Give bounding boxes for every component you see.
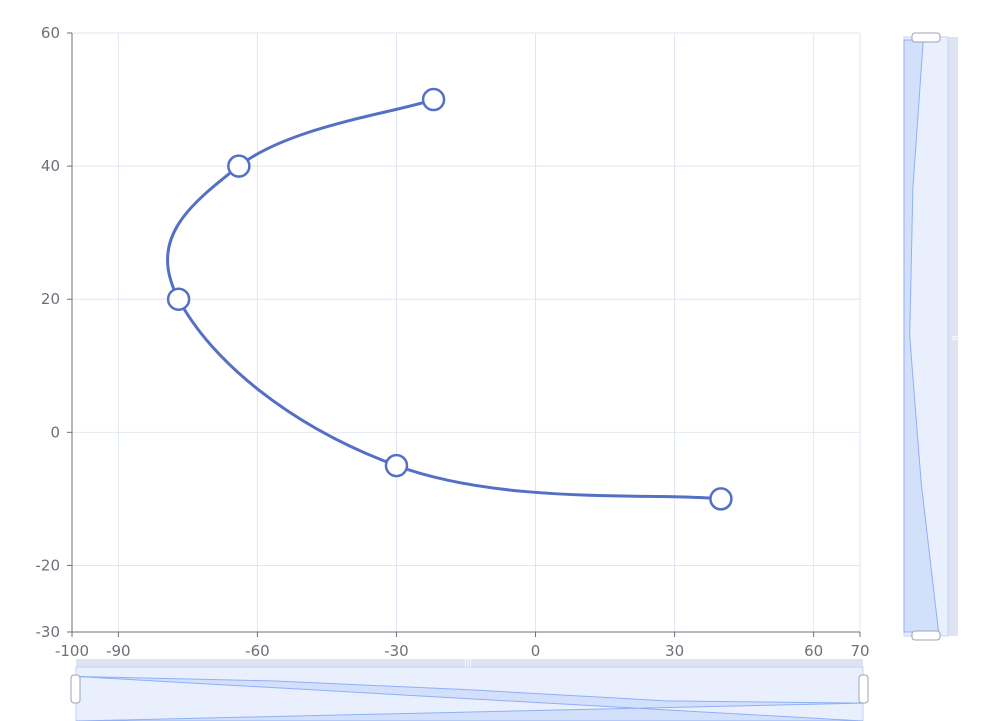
data-point[interactable] (227, 154, 251, 178)
x-tick-label: 60 (804, 642, 823, 660)
x-zoom-data-area (75, 675, 864, 721)
points-layer[interactable] (166, 87, 733, 511)
y-datazoom-slider[interactable]: ≡ (903, 32, 959, 641)
series-line (166, 98, 722, 501)
data-point[interactable] (166, 287, 191, 311)
x-tick-label: -90 (106, 642, 131, 660)
y-zoom-handle-top[interactable] (911, 32, 941, 43)
x-tick-label: 30 (665, 642, 684, 660)
x-tick-label: -30 (384, 642, 409, 660)
x-zoom-handle-right[interactable] (858, 674, 869, 704)
axes (67, 32, 861, 637)
x-tick-labels: -100 -90 -60 -30 0 30 60 70 (55, 642, 870, 660)
data-point[interactable] (384, 453, 409, 478)
data-point[interactable] (421, 87, 446, 112)
y-zoom-data-area (903, 39, 940, 633)
y-tick-label: 60 (41, 24, 60, 42)
y-tick-label: 40 (41, 157, 60, 175)
y-tick-label: 0 (50, 423, 60, 441)
y-zoom-grip-icon[interactable]: ≡ (951, 334, 959, 344)
grid-lines (72, 32, 861, 632)
y-tick-label: 20 (41, 290, 60, 308)
data-point[interactable] (709, 487, 733, 511)
y-zoom-handle-bottom[interactable] (911, 630, 941, 641)
y-tick-label: -20 (36, 556, 61, 574)
x-zoom-handle-left[interactable] (70, 674, 81, 704)
x-zoom-grip-icon[interactable]: ||| (464, 658, 472, 667)
y-tick-label: -30 (36, 623, 61, 641)
x-tick-label: 0 (531, 642, 541, 660)
x-tick-label: -60 (245, 642, 270, 660)
y-tick-labels: -30 -20 0 20 40 60 (36, 24, 61, 641)
series-layer (166, 98, 722, 501)
x-tick-label: -100 (55, 642, 89, 660)
x-datazoom-slider[interactable]: ||| (70, 658, 869, 721)
x-tick-label: 70 (850, 642, 869, 660)
